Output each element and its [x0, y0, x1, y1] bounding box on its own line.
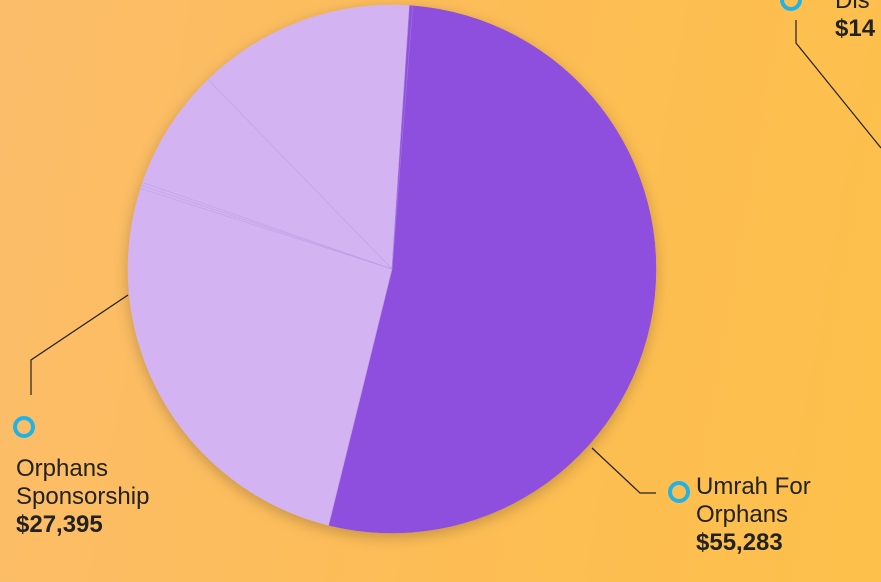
slice-divider-thin2 [141, 185, 393, 270]
orphans-sponsorship-name-line-1: Orphans [16, 455, 109, 482]
umrah-for-orphans-name-line-2: Orphans [696, 501, 789, 528]
disaster-name-line-1: Dis [835, 0, 870, 14]
umrah-for-orphans-marker-icon [668, 481, 690, 503]
pie-slice-gray1 [142, 79, 393, 270]
leader-line-disaster [795, 20, 881, 149]
slice-divider-gray1 [142, 182, 393, 270]
pie-slice-disaster [207, 4, 410, 270]
leader-line-orphans-sponsorship [30, 294, 129, 395]
umrah-for-orphans-label: Umrah For Orphans $55,283 [696, 473, 811, 557]
leader-line-umrah-for-orphans [591, 447, 656, 494]
orphans-sponsorship-label: Orphans Sponsorship $27,395 [16, 455, 149, 539]
slice-divider-purple_small [391, 5, 410, 270]
orphans-sponsorship-marker-icon [13, 416, 35, 438]
disaster-marker-icon [780, 0, 802, 11]
orphans-sponsorship-name-line-2: Sponsorship [16, 483, 150, 510]
umrah-for-orphans-name-line-1: Umrah For [696, 473, 811, 500]
slice-divider-orphans [328, 268, 393, 526]
orphans-sponsorship-value: $27,395 [16, 511, 103, 538]
slice-divider-umrah [391, 5, 414, 270]
disaster-value: $14 [835, 15, 876, 42]
pie-slice-orphans [127, 188, 393, 526]
umrah-for-orphans-value: $55,283 [696, 529, 783, 556]
slice-divider-thin1 [140, 188, 393, 270]
pie-slice-umrah [328, 5, 657, 534]
slice-divider-disaster [207, 79, 393, 270]
disaster-label: Dis $14 [835, 0, 875, 43]
